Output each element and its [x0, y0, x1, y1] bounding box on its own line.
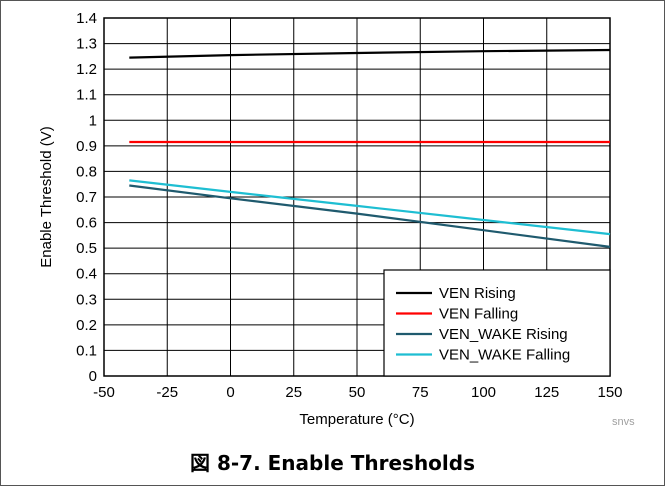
series-lines [129, 48, 611, 248]
y-tick-label: 1.2 [76, 61, 97, 78]
y-tick-labels: 0 0.1 0.2 0.3 0.4 0.5 0.6 0.7 0.8 0.9 1 1.1 1.2 1.3 1.… [76, 10, 97, 385]
legend-box [383, 269, 611, 377]
y-tick-label: 0.2 [76, 317, 97, 334]
series-line-ven-wake-falling [129, 179, 611, 236]
legend-entry: VEN Rising [439, 285, 516, 302]
y-tick-label: 0.3 [76, 291, 97, 308]
legend-entry: VEN Falling [439, 306, 518, 323]
x-axis-label: Temperature (°C) [299, 411, 414, 428]
x-tick-labels: -50 -25 0 25 50 75 100 125 150 [93, 384, 622, 401]
x-tick-label: -25 [156, 384, 178, 401]
y-tick-label: 1.3 [76, 36, 97, 53]
legend-entry: VEN_WAKE Falling [439, 347, 570, 364]
y-tick-label: 0 [89, 368, 97, 385]
figure-caption: 図 8-7. Enable Thresholds [189, 451, 476, 475]
x-tick-label: 0 [226, 384, 234, 401]
x-tick-label: 75 [412, 384, 429, 401]
x-tick-label: 125 [534, 384, 559, 401]
y-tick-label: 1 [89, 112, 97, 129]
x-tick-label: 25 [285, 384, 302, 401]
legend: VEN Rising VEN Falling VEN_WAKE Rising VEN_… [383, 269, 611, 377]
plot-area [103, 17, 611, 377]
series-line-ven-wake-rising [129, 184, 611, 248]
line-chart: 0 0.1 0.2 0.3 0.4 0.5 0.6 0.7 0.8 0.9 1 1.1 1.2 1.3 1.… [38, 10, 623, 428]
y-tick-label: 0.8 [76, 163, 97, 180]
x-tick-label: 150 [597, 384, 622, 401]
x-tick-label: 50 [349, 384, 366, 401]
legend-entry: VEN_WAKE Rising [439, 326, 568, 343]
y-tick-label: 0.4 [76, 266, 97, 283]
x-tick-label: 100 [471, 384, 496, 401]
y-tick-label: 1.1 [76, 87, 97, 104]
y-tick-label: 0.9 [76, 138, 97, 155]
y-tick-label: 0.1 [76, 342, 97, 359]
y-tick-label: 1.4 [76, 10, 97, 27]
y-axis-label: Enable Threshold (V) [38, 126, 55, 267]
series-line-ven-rising [129, 48, 611, 59]
y-tick-label: 0.6 [76, 215, 97, 232]
watermark: snvs [612, 416, 635, 428]
x-tick-label: -50 [93, 384, 115, 401]
y-tick-label: 0.7 [76, 189, 97, 206]
y-tick-label: 0.5 [76, 240, 97, 257]
